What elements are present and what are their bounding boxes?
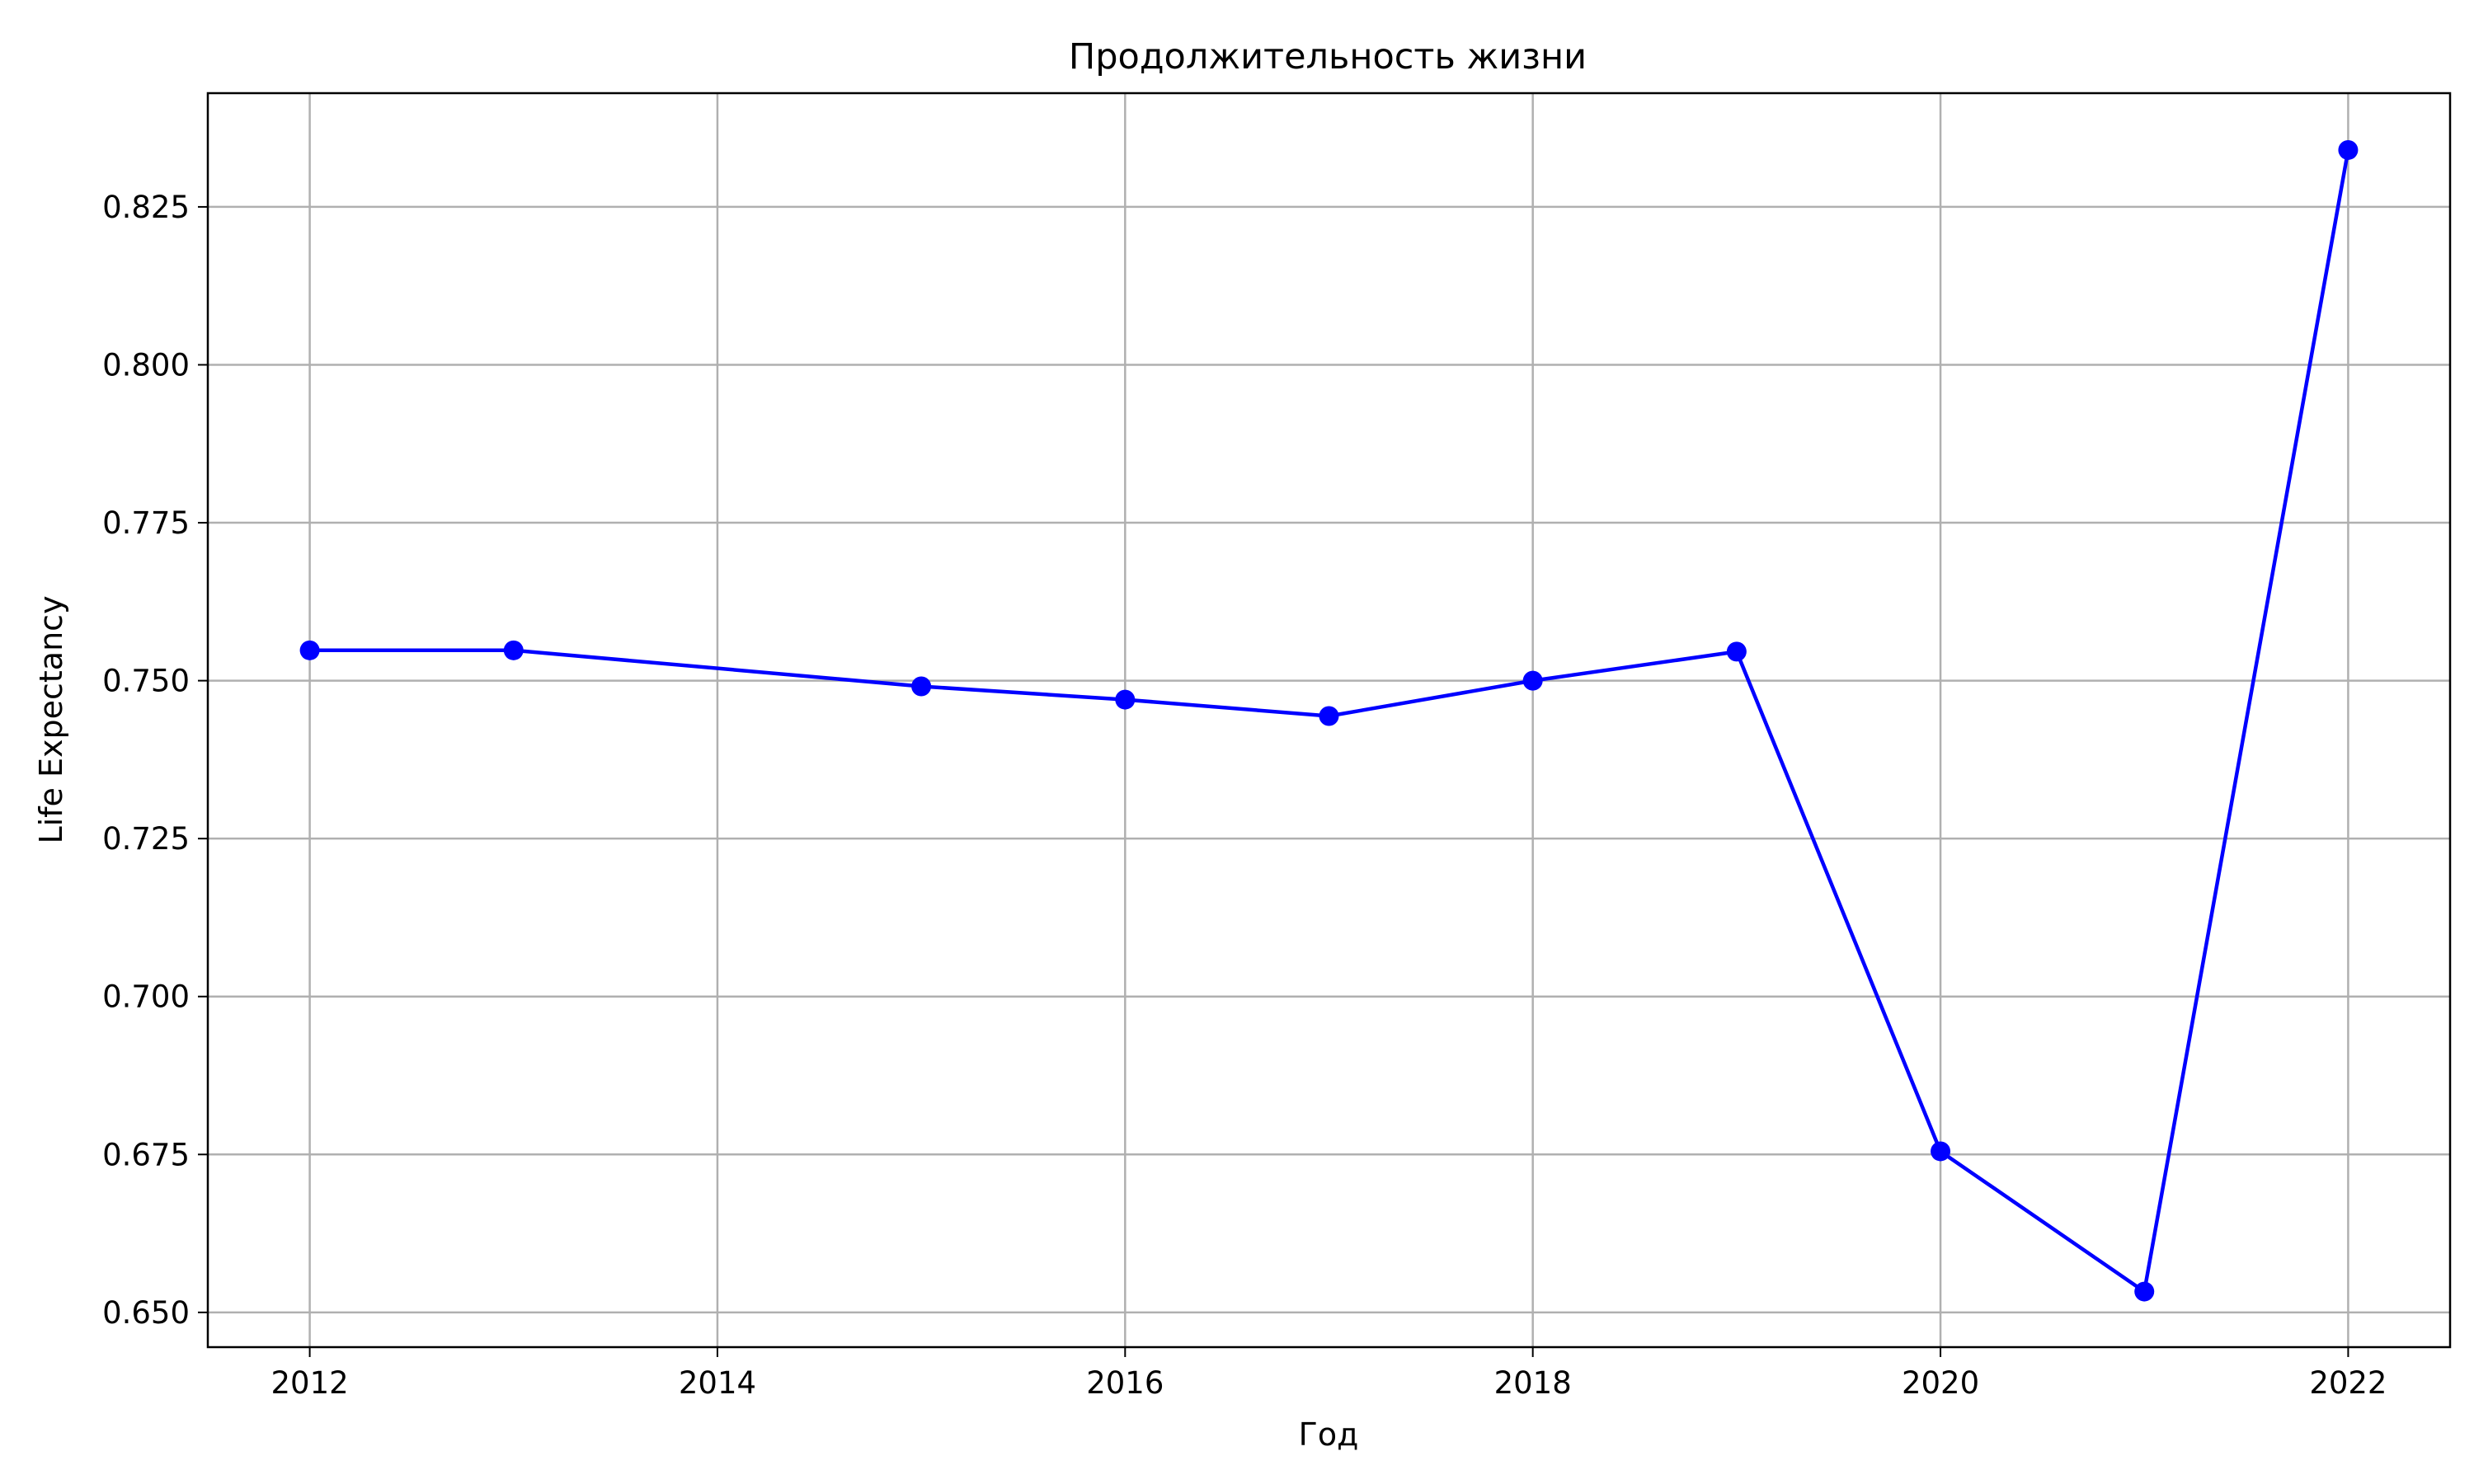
x-tick-label: 2018 bbox=[1494, 1365, 1572, 1401]
chart-title: Продолжительность жизни bbox=[1069, 36, 1587, 77]
series-group bbox=[299, 139, 2359, 1302]
data-point bbox=[1726, 641, 1747, 662]
y-tick-label: 0.775 bbox=[102, 505, 190, 541]
y-tick-label: 0.825 bbox=[102, 190, 190, 225]
data-point bbox=[503, 640, 524, 660]
x-tick-label: 2022 bbox=[2309, 1365, 2387, 1401]
series-line bbox=[309, 149, 2350, 1294]
x-axis-label: Год bbox=[1299, 1416, 1359, 1453]
plot-frame bbox=[206, 92, 2452, 1349]
y-tick-label: 0.800 bbox=[102, 347, 190, 383]
data-point bbox=[1115, 689, 1136, 710]
x-tick-label: 2014 bbox=[679, 1365, 756, 1401]
data-point bbox=[1522, 670, 1543, 691]
data-point bbox=[299, 640, 320, 660]
x-tick-label: 2012 bbox=[271, 1365, 349, 1401]
data-point bbox=[1931, 1141, 1951, 1162]
y-axis: 0.650 0.675 0.700 0.725 0.750 0.775 0.800 0.825 bbox=[102, 190, 208, 1331]
x-tick-label: 2020 bbox=[1902, 1365, 1979, 1401]
y-tick-label: 0.725 bbox=[102, 821, 190, 857]
data-point bbox=[2134, 1281, 2155, 1302]
y-tick-label: 0.675 bbox=[102, 1137, 190, 1172]
data-point bbox=[911, 676, 932, 697]
data-point bbox=[2338, 139, 2359, 160]
y-tick-label: 0.650 bbox=[102, 1295, 190, 1331]
data-point bbox=[1319, 706, 1339, 726]
y-tick-label: 0.750 bbox=[102, 664, 190, 699]
grid bbox=[208, 93, 2450, 1347]
y-tick-label: 0.700 bbox=[102, 979, 190, 1015]
x-tick-label: 2016 bbox=[1086, 1365, 1164, 1401]
x-axis: 2012 2014 2016 2018 2020 2022 bbox=[271, 1347, 2387, 1401]
y-axis-label: Life Expectancy bbox=[33, 595, 69, 843]
